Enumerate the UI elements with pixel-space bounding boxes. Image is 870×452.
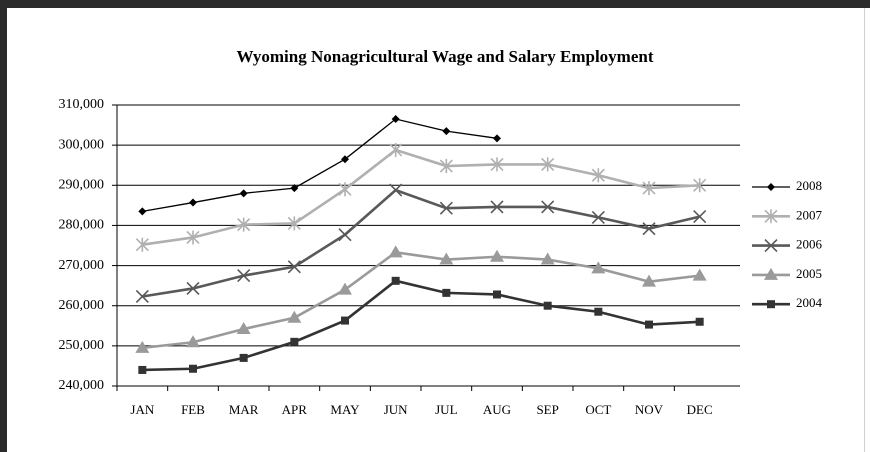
marker [236, 321, 251, 334]
marker [642, 274, 656, 287]
marker [189, 198, 197, 207]
marker [693, 178, 707, 193]
marker [389, 142, 403, 157]
marker [693, 210, 707, 224]
x-tick-label: NOV [635, 402, 664, 417]
marker [239, 189, 248, 198]
marker [290, 184, 299, 193]
marker [642, 222, 656, 236]
marker [341, 155, 349, 164]
marker [135, 289, 149, 304]
marker [541, 200, 555, 214]
marker [189, 364, 197, 373]
marker [138, 365, 147, 374]
marker [695, 317, 704, 326]
marker [594, 307, 603, 316]
marker [493, 134, 501, 143]
x-tick-label: FEB [181, 402, 205, 417]
marker [388, 245, 403, 258]
marker [287, 216, 301, 231]
marker [543, 301, 552, 310]
marker [186, 281, 200, 296]
legend-label: 2004 [796, 295, 823, 310]
marker [541, 157, 555, 172]
marker [341, 316, 349, 325]
marker [439, 159, 453, 174]
window-left-bar [0, 8, 7, 452]
y-tick-label: 240,000 [59, 378, 105, 393]
y-tick-label: 310,000 [59, 97, 105, 112]
marker [591, 210, 605, 224]
series-line [142, 188, 700, 298]
marker [239, 353, 248, 362]
y-tick-label: 290,000 [59, 178, 105, 193]
y-tick-label: 300,000 [59, 137, 105, 152]
marker [391, 276, 400, 285]
series-line [142, 118, 498, 213]
marker [493, 290, 501, 299]
y-tick-label: 260,000 [59, 298, 105, 313]
series-line [142, 250, 700, 350]
series-line [142, 148, 700, 246]
marker [490, 200, 504, 214]
marker [439, 252, 454, 265]
marker [338, 182, 352, 197]
marker [391, 115, 400, 124]
y-tick-label: 250,000 [59, 338, 105, 353]
legend-label: 2008 [796, 178, 822, 193]
x-tick-label: AUG [483, 402, 511, 417]
marker [591, 261, 606, 274]
marker [290, 337, 299, 346]
marker [767, 300, 775, 309]
x-tick-label: JAN [130, 402, 154, 417]
marker [439, 201, 453, 215]
legend-label: 2006 [796, 237, 823, 252]
marker [764, 209, 778, 224]
y-tick-label: 280,000 [59, 218, 105, 233]
x-tick-label: MAR [229, 402, 259, 417]
marker [764, 239, 778, 253]
x-tick-label: JUL [435, 402, 457, 417]
marker [490, 249, 504, 262]
legend-label: 2005 [796, 266, 822, 281]
x-tick-label: JUN [384, 402, 408, 417]
marker [135, 237, 149, 252]
marker [692, 268, 707, 281]
x-tick-label: MAY [330, 402, 360, 417]
legend-label: 2007 [796, 207, 823, 222]
marker [237, 269, 251, 283]
marker [338, 282, 352, 295]
marker [442, 127, 451, 136]
marker [540, 252, 555, 265]
marker [645, 320, 653, 329]
marker [186, 230, 200, 245]
x-tick-label: DEC [687, 402, 713, 417]
x-tick-label: SEP [536, 402, 558, 417]
marker [764, 267, 778, 280]
marker [442, 288, 451, 297]
marker [767, 183, 775, 191]
marker [237, 217, 251, 232]
marker [338, 228, 352, 242]
marker [591, 168, 605, 183]
marker [287, 260, 301, 274]
x-tick-label: APR [282, 402, 308, 417]
marker [490, 157, 504, 172]
marker [642, 181, 656, 196]
window-top-bar [0, 0, 870, 8]
marker [186, 335, 200, 348]
marker [138, 207, 147, 216]
marker [389, 183, 403, 197]
chart-title: Wyoming Nonagricultural Wage and Salary … [237, 47, 654, 66]
series-line [142, 279, 700, 372]
marker [287, 310, 302, 323]
x-tick-label: OCT [585, 402, 611, 417]
y-tick-label: 270,000 [59, 258, 105, 273]
marker [135, 340, 150, 353]
window-right-edge [864, 8, 865, 452]
